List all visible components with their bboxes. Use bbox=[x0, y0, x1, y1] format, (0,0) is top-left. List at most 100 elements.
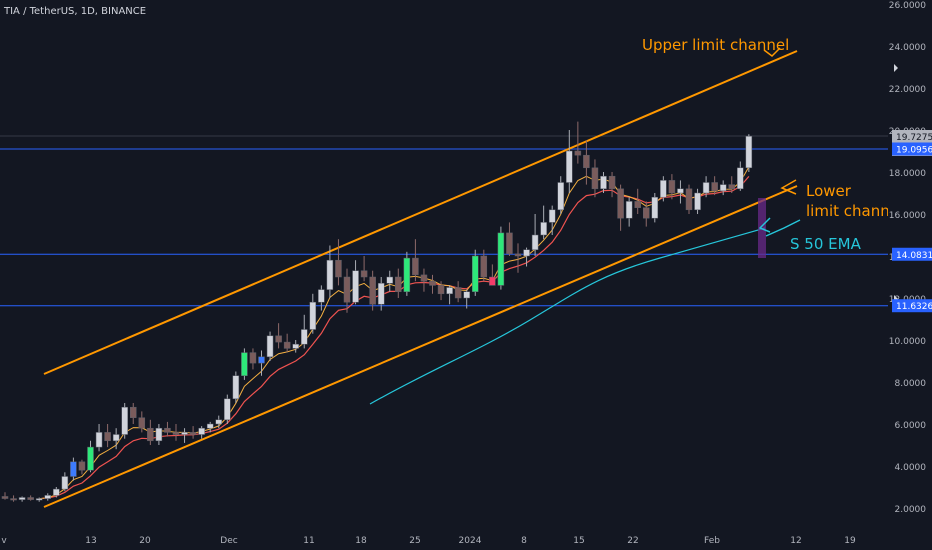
candle-body-12 bbox=[104, 432, 111, 442]
lower-arrow bbox=[780, 179, 797, 195]
candle-body-48 bbox=[412, 257, 419, 276]
price-label-bg-1 bbox=[892, 142, 932, 156]
x-tick-4: 11 bbox=[303, 536, 314, 546]
candle-body-56 bbox=[480, 255, 488, 278]
candle-body-46 bbox=[395, 276, 402, 292]
ema-arrow-head bbox=[758, 217, 771, 233]
ema-arrow bbox=[765, 219, 801, 237]
candle-body-23 bbox=[198, 427, 205, 435]
candle-body-67 bbox=[574, 150, 582, 156]
candle-body-73 bbox=[625, 201, 633, 219]
candle-body-41 bbox=[352, 270, 359, 303]
candle-body-50 bbox=[429, 280, 436, 286]
candle-body-69 bbox=[591, 167, 599, 190]
candle-body-47 bbox=[403, 257, 411, 292]
candle-body-5 bbox=[44, 495, 51, 499]
y-tick-7: 16.0000 bbox=[889, 211, 926, 221]
annotation-3: S 50 EMA bbox=[790, 235, 862, 253]
candle-body-42 bbox=[360, 270, 368, 278]
price-axis[interactable]: 2.00004.00006.00008.000010.000012.000014… bbox=[888, 0, 932, 530]
candle-body-57 bbox=[489, 276, 496, 286]
annotation-2: limit channel bbox=[806, 202, 903, 220]
x-tick-10: 22 bbox=[627, 536, 638, 546]
candle-body-6 bbox=[53, 488, 60, 496]
price-label-bg-2 bbox=[892, 247, 932, 261]
annotation-0: Upper limit channel bbox=[642, 36, 789, 54]
x-tick-8: 8 bbox=[521, 536, 527, 546]
x-tick-11: Feb bbox=[704, 536, 720, 546]
candle-body-58 bbox=[497, 232, 505, 286]
candle-body-24 bbox=[206, 423, 214, 429]
channel-lines bbox=[43, 50, 798, 508]
candle-body-13 bbox=[112, 434, 120, 442]
candle-body-81 bbox=[694, 192, 701, 211]
candle-body-44 bbox=[377, 283, 385, 305]
annotation-marks bbox=[758, 47, 801, 258]
candle-body-76 bbox=[651, 196, 659, 219]
candle-body-26 bbox=[224, 398, 231, 421]
candle-body-28 bbox=[241, 352, 248, 376]
candle-body-74 bbox=[634, 201, 641, 208]
candle-body-66 bbox=[566, 150, 573, 183]
candle-body-25 bbox=[215, 419, 222, 425]
lower-channel-line bbox=[43, 185, 798, 508]
x-tick-13: 19 bbox=[844, 536, 856, 546]
y-tick-12: 26.0000 bbox=[889, 1, 926, 11]
candle-body-3 bbox=[27, 497, 34, 500]
y-tick-3: 8.0000 bbox=[895, 379, 927, 389]
y-tick-4: 10.0000 bbox=[889, 337, 926, 347]
y-tick-1: 4.0000 bbox=[895, 463, 927, 473]
horizontal-levels bbox=[0, 135, 888, 307]
candle-body-20 bbox=[172, 432, 180, 435]
candle-body-54 bbox=[463, 291, 470, 299]
candle-body-70 bbox=[600, 175, 607, 190]
candle-body-2 bbox=[18, 497, 26, 500]
upper-channel-line bbox=[43, 50, 798, 375]
candle-body-4 bbox=[35, 498, 43, 501]
upper-arrow bbox=[763, 47, 781, 57]
price-label-0: 19.7275 bbox=[896, 133, 932, 143]
candle-body-16 bbox=[138, 417, 146, 429]
candle-body-51 bbox=[437, 285, 445, 295]
candle-body-1 bbox=[10, 498, 17, 501]
candle-body-49 bbox=[420, 274, 428, 282]
candle-body-55 bbox=[472, 255, 479, 292]
candle-body-32 bbox=[275, 335, 282, 343]
candle-body-8 bbox=[70, 461, 77, 477]
chart-title: TIA / TetherUS, 1D, BINANCE bbox=[4, 6, 147, 17]
annotations: Upper limit channel Lower limit channel S 5… bbox=[642, 36, 903, 253]
time-axis[interactable]: v 13 20 Dec 11 18 25 2024 8 15 22 Feb 12 19 bbox=[1, 536, 856, 546]
candle-body-34 bbox=[292, 343, 299, 349]
candle-body-82 bbox=[702, 182, 710, 194]
candle-body-53 bbox=[454, 287, 462, 299]
candle-body-30 bbox=[258, 356, 265, 364]
candle-body-10 bbox=[87, 446, 94, 471]
candle-body-86 bbox=[737, 167, 744, 190]
candle-body-78 bbox=[668, 180, 676, 194]
candle-body-40 bbox=[343, 276, 351, 303]
x-tick-2: 20 bbox=[139, 536, 151, 546]
x-tick-3: Dec bbox=[220, 536, 237, 546]
candle-body-62 bbox=[531, 234, 539, 250]
x-tick-7: 2024 bbox=[459, 536, 482, 546]
candle-body-36 bbox=[309, 301, 317, 330]
price-label-bg-3 bbox=[892, 299, 932, 313]
y-tick-10: 22.0000 bbox=[889, 85, 926, 95]
price-axis-bg bbox=[888, 0, 932, 530]
candle-body-65 bbox=[557, 182, 564, 211]
price-label-3: 11.6326 bbox=[896, 302, 932, 312]
candle-body-27 bbox=[232, 375, 240, 400]
candle-body-71 bbox=[608, 175, 616, 190]
candle-body-61 bbox=[523, 249, 530, 257]
candle-body-18 bbox=[155, 427, 163, 442]
x-tick-12: 12 bbox=[790, 536, 801, 546]
y-tick-2: 6.0000 bbox=[895, 421, 927, 431]
candle-body-21 bbox=[181, 432, 188, 435]
candles[interactable] bbox=[1, 121, 753, 502]
candle-body-19 bbox=[164, 427, 171, 433]
candle-body-63 bbox=[540, 222, 547, 236]
x-tick-5: 18 bbox=[355, 536, 367, 546]
ema-50-line bbox=[369, 227, 766, 405]
